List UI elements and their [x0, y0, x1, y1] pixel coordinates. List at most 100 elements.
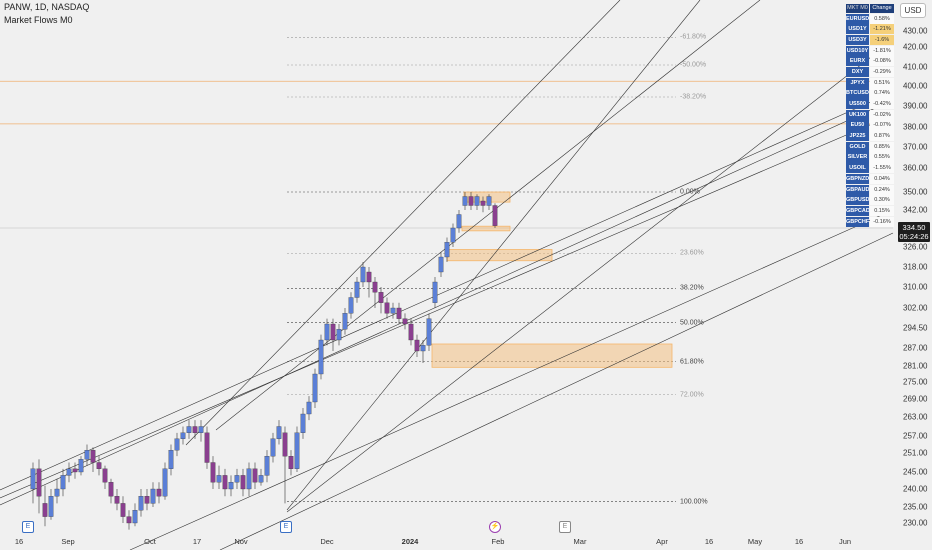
table-symbol: US500: [846, 99, 869, 110]
earnings-icon[interactable]: E: [280, 521, 292, 533]
candle-body: [222, 475, 228, 490]
event-bolt-icon[interactable]: ⚡: [489, 521, 501, 533]
table-row: EU50 -0.07%: [846, 120, 894, 131]
candle-body: [396, 307, 402, 319]
candle-body: [336, 329, 342, 341]
table-symbol: USD3Y: [846, 34, 869, 46]
candle-body: [372, 281, 378, 293]
time-tick: 17: [192, 537, 202, 546]
candle-body: [270, 438, 276, 457]
table-change: 0.15%: [870, 205, 894, 217]
trend-line: [129, 209, 894, 550]
table-row: USD1Y -1.21%: [846, 24, 894, 35]
price-tick: 240.00: [903, 484, 928, 494]
time-tick: Jun: [838, 537, 852, 546]
candle-body: [78, 459, 84, 473]
earnings-upcoming-icon[interactable]: E: [559, 521, 571, 533]
time-tick: 2024: [401, 537, 419, 546]
table-row: GBPCAD 0.15%: [846, 205, 894, 217]
table-row: BTCUSD 0.74%: [846, 88, 894, 99]
candle-body: [210, 462, 216, 483]
candle-body: [174, 438, 180, 451]
time-tick: Nov: [234, 537, 248, 546]
table-change: 0.30%: [870, 195, 894, 206]
table-header: MKT M0 Change %: [846, 4, 894, 20]
candle-body: [192, 426, 198, 433]
table-symbol: GOLD: [846, 141, 869, 152]
trend-line: [286, 0, 701, 511]
candle-body: [432, 281, 438, 303]
table-symbol: GBPCAD: [846, 205, 870, 217]
table-row: US500 -0.42%: [846, 99, 894, 110]
table-symbol: BTCUSD: [846, 88, 869, 99]
table-row: GBPAUD 0.24%: [846, 184, 894, 195]
candle-body: [450, 227, 456, 243]
candle-body: [54, 488, 60, 497]
candle-body: [342, 313, 348, 330]
candle-body: [318, 339, 324, 375]
table-symbol: JPYX: [846, 77, 869, 88]
candle-body: [294, 432, 300, 469]
fib-level-label: -61.80%: [680, 33, 707, 41]
table-change: 0.87%: [870, 131, 894, 142]
table-change: -0.29%: [870, 66, 894, 78]
candle-body: [144, 496, 150, 504]
candle-body: [492, 205, 498, 226]
candle-body: [264, 456, 270, 476]
price-tick: 370.00: [903, 142, 928, 152]
price-tick: 410.00: [903, 62, 928, 72]
earnings-icon[interactable]: E: [22, 521, 34, 533]
candle-body: [408, 323, 414, 341]
candle-body: [324, 323, 330, 341]
table-row: USOIL -1.55%: [846, 163, 894, 174]
candle-body: [228, 482, 234, 490]
currency-button[interactable]: USD: [900, 3, 926, 18]
candle-body: [234, 475, 240, 483]
candle-body: [300, 413, 306, 433]
price-tick: 269.00: [903, 394, 928, 404]
trend-line: [185, 0, 621, 446]
candle-body: [252, 468, 258, 483]
candle-body: [216, 475, 222, 483]
candle-body: [474, 196, 480, 206]
price-tick: 263.00: [903, 412, 928, 422]
table-change: -1.6%: [870, 34, 894, 46]
candle-body: [90, 450, 96, 463]
fib-level-label: 38.20%: [680, 284, 704, 292]
table-symbol: UK100: [846, 109, 869, 120]
table-change: -0.16%: [870, 216, 894, 227]
price-tick: 235.00: [903, 502, 928, 512]
fib-level-label: 0.00%: [680, 188, 700, 196]
candle-body: [60, 475, 66, 490]
price-tick: 275.00: [903, 377, 928, 387]
candle-body: [384, 302, 390, 314]
candle-body: [246, 468, 252, 490]
table-change: -1.81%: [870, 45, 894, 56]
table-symbol: SILVER: [846, 152, 869, 163]
fib-level-label: 61.80%: [680, 358, 704, 365]
table-change: -0.02%: [870, 109, 894, 120]
candle-body: [390, 307, 396, 314]
candle-body: [150, 488, 156, 504]
table-header-change: Change %: [870, 4, 894, 20]
last-price-value: 334.50: [902, 223, 926, 232]
trend-line: [286, 49, 881, 513]
price-tick: 287.00: [903, 343, 928, 353]
time-tick: 16: [14, 537, 24, 546]
table-change: 0.58%: [870, 13, 894, 24]
price-tick: 350.00: [903, 187, 928, 197]
candle-body: [426, 318, 432, 346]
price-tick: 251.00: [903, 448, 928, 458]
price-tick: 390.00: [903, 101, 928, 111]
table-symbol: JP225: [846, 131, 869, 142]
trend-line: [0, 99, 894, 506]
table-row: USD3Y -1.6%: [846, 34, 894, 46]
candle-body: [480, 200, 486, 206]
price-tick: 380.00: [903, 122, 928, 132]
candle-body: [420, 345, 426, 352]
table-change: -0.08%: [870, 56, 894, 67]
candle-body: [378, 292, 384, 303]
candle-body: [282, 432, 288, 457]
table-change: 0.24%: [870, 184, 894, 195]
